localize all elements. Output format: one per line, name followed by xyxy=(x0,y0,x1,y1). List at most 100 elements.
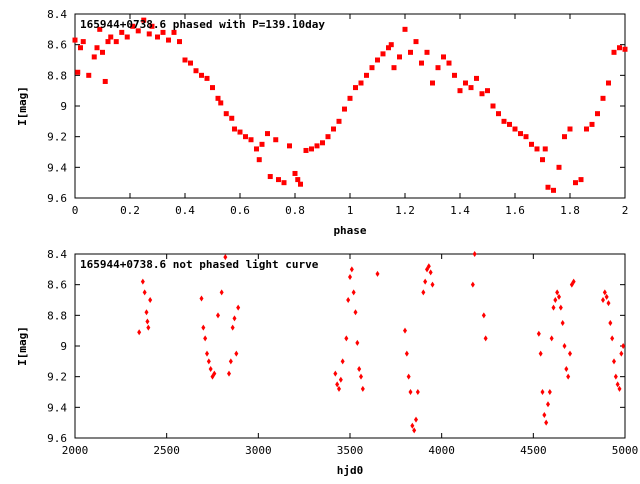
data-point xyxy=(331,126,336,132)
data-point xyxy=(611,49,617,55)
data-point xyxy=(146,324,151,331)
data-point xyxy=(408,49,413,55)
data-point xyxy=(397,54,402,60)
plot-frame xyxy=(74,13,626,199)
data-point xyxy=(105,39,111,45)
data-point xyxy=(457,88,463,94)
data-point xyxy=(540,157,545,163)
data-point xyxy=(472,251,477,257)
data-point xyxy=(360,385,365,392)
data-point xyxy=(91,54,97,60)
data-point xyxy=(295,177,301,183)
y-axis-label: I[mag] xyxy=(16,86,29,126)
data-point xyxy=(546,401,550,408)
data-point xyxy=(621,343,626,349)
data-point xyxy=(72,37,78,43)
data-point xyxy=(223,254,228,261)
data-point xyxy=(135,28,141,34)
data-point xyxy=(256,157,262,163)
data-point xyxy=(199,72,204,78)
data-point xyxy=(223,111,229,117)
data-point xyxy=(335,381,340,388)
data-point xyxy=(547,389,552,395)
data-point xyxy=(199,295,204,302)
data-point xyxy=(419,60,424,66)
y-tick-label: 8.4 xyxy=(47,248,67,261)
data-point xyxy=(358,80,364,86)
data-point xyxy=(555,289,560,296)
data-point xyxy=(558,304,563,311)
data-point xyxy=(146,31,152,37)
x-tick-label: 0.8 xyxy=(285,204,305,217)
x-tick-label: 1.4 xyxy=(450,204,470,217)
data-point xyxy=(470,281,475,288)
data-point xyxy=(496,111,501,117)
data-point xyxy=(534,146,540,152)
data-point xyxy=(380,51,386,57)
data-point xyxy=(193,68,199,74)
data-point xyxy=(415,389,420,395)
data-point xyxy=(545,184,551,190)
data-point xyxy=(232,126,237,132)
y-tick-label: 9.6 xyxy=(47,432,67,445)
x-tick-label: 1.8 xyxy=(560,204,580,217)
data-point xyxy=(408,389,413,395)
data-point xyxy=(542,146,548,152)
data-point xyxy=(353,309,358,316)
data-point xyxy=(369,65,375,71)
data-point xyxy=(351,289,356,296)
data-point xyxy=(347,95,353,101)
data-point xyxy=(254,146,259,152)
data-point xyxy=(606,300,611,307)
data-point xyxy=(142,289,147,296)
data-point xyxy=(228,358,233,365)
data-point xyxy=(337,385,341,392)
chart-title: 165944+0738.6 not phased light curve xyxy=(80,258,319,271)
data-point xyxy=(232,315,237,322)
data-point xyxy=(100,49,105,55)
y-axis-label: I[mag] xyxy=(16,326,29,366)
data-point xyxy=(428,269,433,276)
data-point xyxy=(219,289,224,296)
data-point xyxy=(568,350,572,357)
data-point xyxy=(208,366,213,372)
data-point xyxy=(215,95,221,101)
data-point xyxy=(551,187,556,193)
data-point xyxy=(259,141,265,147)
data-point xyxy=(338,376,343,383)
data-point xyxy=(430,281,435,288)
data-point xyxy=(619,350,624,357)
data-point xyxy=(421,289,426,296)
data-point xyxy=(292,170,298,176)
x-tick-label: 0.4 xyxy=(175,204,195,217)
data-point xyxy=(340,358,345,365)
data-point xyxy=(578,177,584,183)
data-point xyxy=(375,57,380,63)
data-point xyxy=(314,143,320,149)
data-point xyxy=(391,65,397,71)
data-point xyxy=(188,60,193,66)
y-tick-label: 8.6 xyxy=(47,39,67,52)
data-point xyxy=(617,385,622,392)
data-point xyxy=(608,320,613,326)
x-tick-label: 1.6 xyxy=(505,204,525,217)
data-point xyxy=(490,103,496,109)
data-point xyxy=(182,57,188,63)
data-point xyxy=(463,80,468,86)
data-point xyxy=(562,343,567,349)
data-point xyxy=(357,366,362,372)
data-point xyxy=(102,78,108,84)
data-point xyxy=(536,330,541,337)
data-point xyxy=(267,174,273,180)
data-point xyxy=(551,304,556,311)
x-axis-label: phase xyxy=(333,224,366,237)
data-point xyxy=(386,45,391,51)
data-point xyxy=(567,126,573,132)
data-point xyxy=(468,85,474,91)
data-point xyxy=(171,29,177,35)
data-point xyxy=(404,350,409,357)
data-point xyxy=(595,111,600,117)
data-point xyxy=(333,370,338,377)
data-point xyxy=(615,381,620,388)
y-tick-label: 9.2 xyxy=(47,371,67,384)
